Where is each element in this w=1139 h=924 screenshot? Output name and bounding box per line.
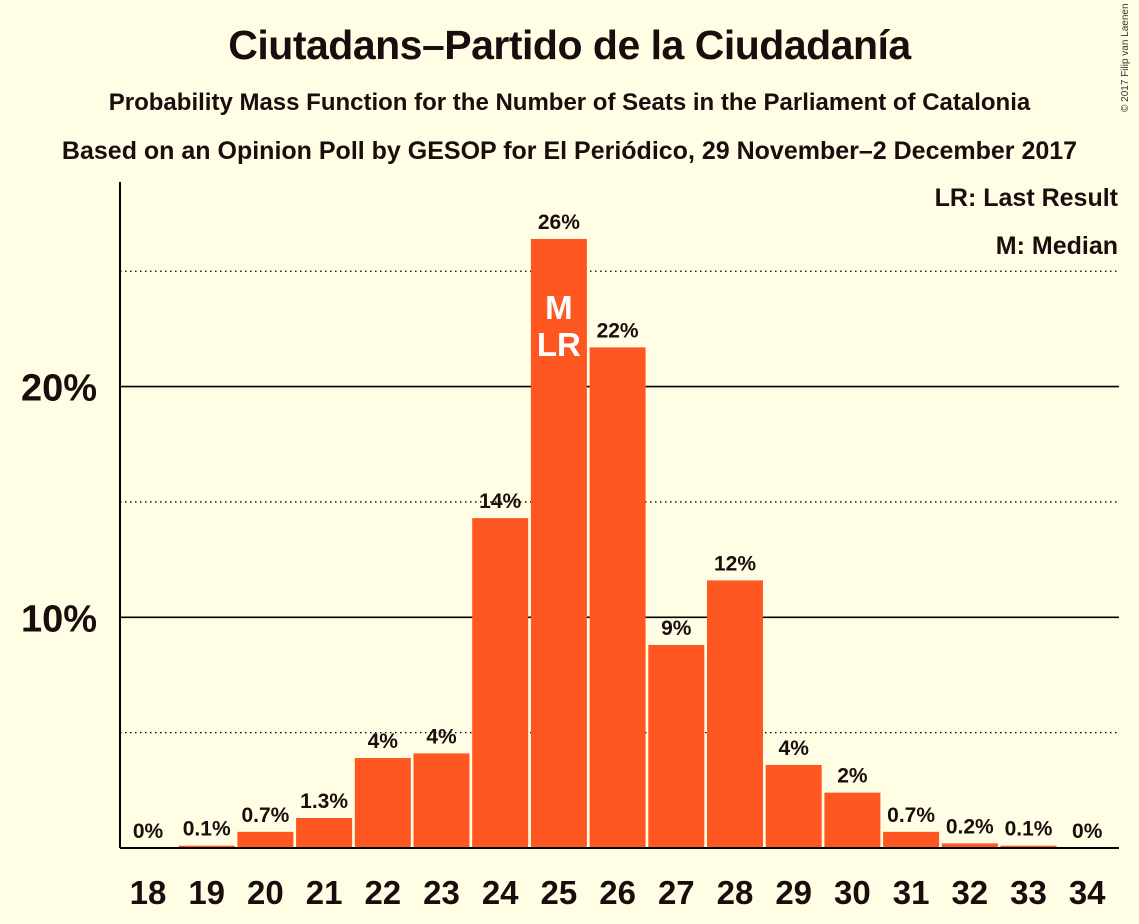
- median-marker: M: [545, 289, 573, 326]
- y-tick-label: 20%: [21, 368, 97, 410]
- bar: [413, 753, 470, 848]
- x-tick-label: 23: [423, 874, 460, 911]
- x-tick-label: 28: [717, 874, 754, 911]
- x-tick-label: 19: [188, 874, 225, 911]
- x-tick-label: 30: [834, 874, 871, 911]
- data-label: 0.1%: [1005, 818, 1053, 841]
- x-tick-label: 25: [541, 874, 578, 911]
- last-result-marker: LR: [537, 326, 581, 363]
- bar: [765, 764, 822, 848]
- data-label: 4%: [426, 725, 457, 748]
- x-tick-label: 24: [482, 874, 519, 911]
- bar: [648, 644, 705, 848]
- data-label: 9%: [661, 617, 692, 640]
- bar: [589, 347, 646, 848]
- data-label: 2%: [837, 765, 868, 788]
- bar: [296, 818, 353, 848]
- x-tick-label: 33: [1010, 874, 1047, 911]
- bar: [530, 238, 587, 848]
- data-label: 0.7%: [887, 804, 935, 827]
- legend-median: M: Median: [995, 232, 1118, 260]
- x-tick-label: 31: [893, 874, 930, 911]
- x-tick-label: 18: [130, 874, 167, 911]
- bar: [824, 792, 881, 848]
- bar: [707, 580, 763, 848]
- data-label: 4%: [779, 737, 810, 760]
- chart-subtitle: Probability Mass Function for the Number…: [108, 89, 1031, 116]
- data-label: 4%: [368, 730, 399, 753]
- x-tick-label: 20: [247, 874, 284, 911]
- data-label: 0.1%: [183, 818, 231, 841]
- data-label: 26%: [538, 211, 580, 234]
- x-tick-label: 26: [599, 874, 636, 911]
- data-label: 14%: [479, 490, 521, 513]
- legend-last-result: LR: Last Result: [934, 184, 1118, 212]
- data-label: 0.2%: [946, 815, 994, 838]
- data-label: 22%: [597, 319, 639, 342]
- chart-title: Ciutadans–Partido de la Ciudadanía: [228, 22, 911, 68]
- bar: [1000, 845, 1057, 848]
- data-label: 0%: [1072, 820, 1103, 843]
- x-tick-label: 27: [658, 874, 695, 911]
- bar: [354, 758, 411, 848]
- data-label: 0%: [133, 820, 164, 843]
- x-tick-label: 34: [1069, 874, 1106, 911]
- y-tick-label: 10%: [21, 598, 97, 640]
- bar: [472, 518, 529, 848]
- data-label: 0.7%: [241, 804, 289, 827]
- x-tick-label: 22: [364, 874, 401, 911]
- chart-source-line: Based on an Opinion Poll by GESOP for El…: [61, 137, 1078, 165]
- bar: [941, 843, 998, 848]
- bar: [883, 831, 940, 848]
- x-tick-label: 21: [306, 874, 343, 911]
- bar: [178, 845, 235, 848]
- x-tick-label: 32: [951, 874, 988, 911]
- x-tick-label: 29: [775, 874, 812, 911]
- data-label: 12%: [714, 552, 756, 575]
- data-label: 1.3%: [300, 790, 348, 813]
- bar: [237, 831, 294, 848]
